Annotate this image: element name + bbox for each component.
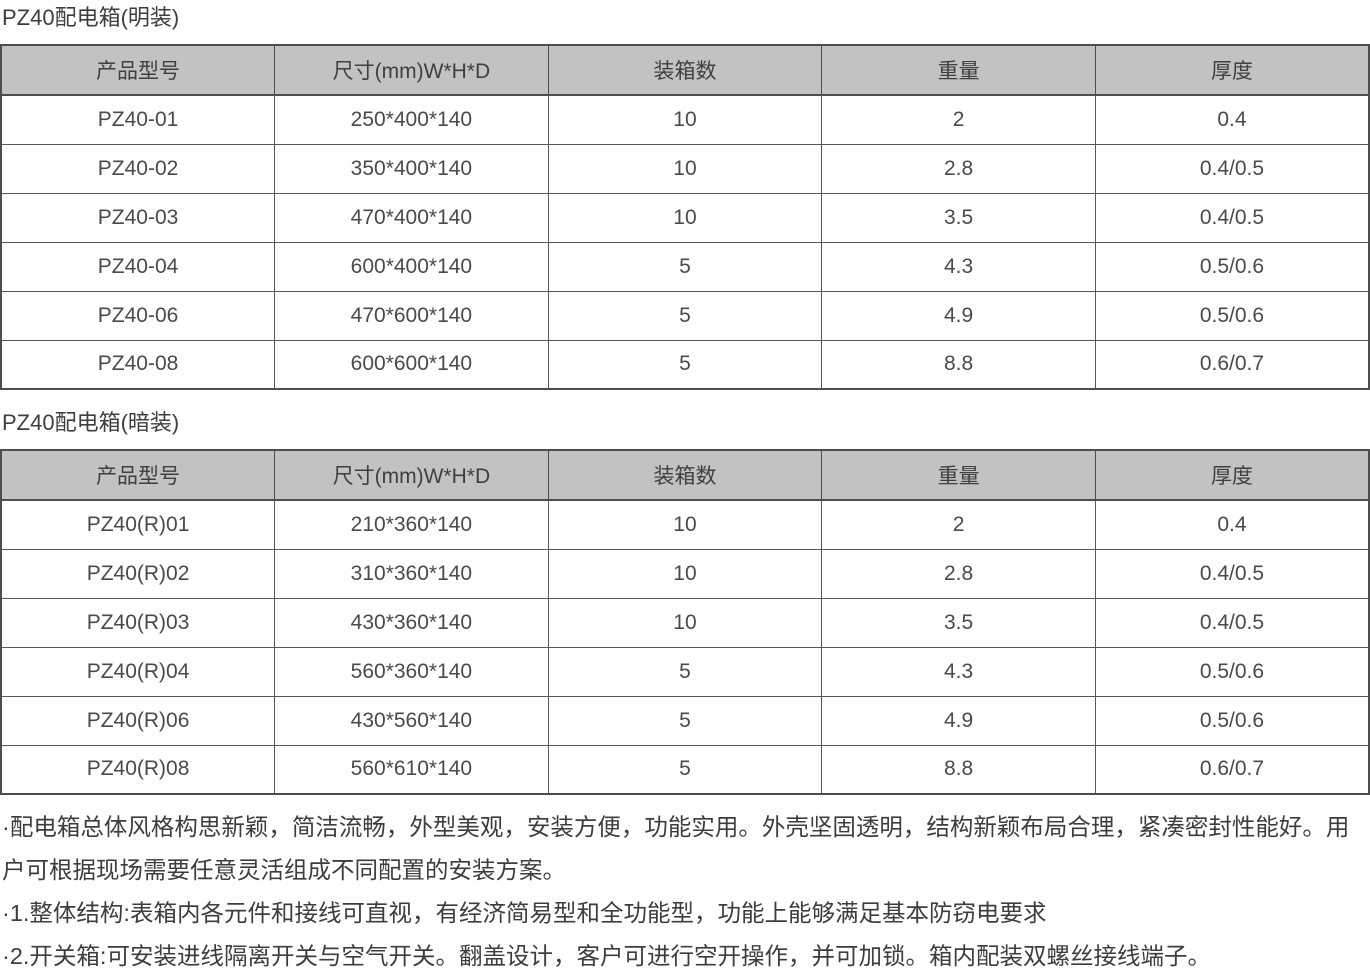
header-row: 产品型号 尺寸(mm)W*H*D 装箱数 重量 厚度 [0, 449, 1370, 501]
thickness-cell: 0.4/0.5 [1094, 192, 1370, 243]
packing-qty-cell: 10 [547, 192, 823, 243]
packing-qty-cell: 5 [547, 695, 823, 746]
model-cell: PZ40-01 [0, 94, 276, 145]
spec-table-surface-mounted: 产品型号 尺寸(mm)W*H*D 装箱数 重量 厚度 PZ40-01 250*4… [0, 44, 1370, 390]
packing-qty-cell: 10 [547, 597, 823, 648]
model-cell: PZ40(R)08 [0, 744, 276, 795]
packing-qty-cell: 5 [547, 646, 823, 697]
weight-cell: 2.8 [821, 548, 1096, 599]
packing-qty-cell: 5 [547, 744, 823, 795]
model-cell: PZ40-03 [0, 192, 276, 243]
header-packing-qty: 装箱数 [547, 449, 823, 501]
thickness-cell: 0.4/0.5 [1094, 548, 1370, 599]
packing-qty-cell: 5 [547, 290, 823, 341]
table-title-flush-mounted: PZ40配电箱(暗装) [2, 410, 180, 435]
model-cell: PZ40(R)03 [0, 597, 276, 648]
header-model: 产品型号 [0, 449, 276, 501]
thickness-cell: 0.4 [1094, 94, 1370, 145]
note-overall-structure: ·1.整体结构:表箱内各元件和接线可直视，有经济简易型和全功能型，功能上能够满足… [2, 900, 1047, 926]
packing-qty-cell: 5 [547, 339, 823, 390]
table-row: PZ40(R)01 210*360*140 10 2 0.4 [0, 499, 1370, 550]
table-row: PZ40(R)06 430*560*140 5 4.9 0.5/0.6 [0, 695, 1370, 746]
size-cell: 600*600*140 [274, 339, 549, 390]
weight-cell: 3.5 [821, 597, 1096, 648]
weight-cell: 2 [821, 499, 1096, 550]
header-thickness: 厚度 [1094, 44, 1370, 96]
packing-qty-cell: 10 [547, 94, 823, 145]
table-row: PZ40(R)02 310*360*140 10 2.8 0.4/0.5 [0, 548, 1370, 599]
table-row: PZ40-01 250*400*140 10 2 0.4 [0, 94, 1370, 145]
header-size: 尺寸(mm)W*H*D [274, 449, 549, 501]
table-row: PZ40(R)03 430*360*140 10 3.5 0.4/0.5 [0, 597, 1370, 648]
model-cell: PZ40-04 [0, 241, 276, 292]
notes-section: ·配电箱总体风格构思新颖，简洁流畅，外型美观，安装方便，功能实用。外壳坚固透明，… [0, 806, 1370, 978]
thickness-cell: 0.5/0.6 [1094, 646, 1370, 697]
thickness-cell: 0.5/0.6 [1094, 695, 1370, 746]
header-weight: 重量 [821, 449, 1096, 501]
header-weight: 重量 [821, 44, 1096, 96]
table-row: PZ40-04 600*400*140 5 4.3 0.5/0.6 [0, 241, 1370, 292]
model-cell: PZ40-08 [0, 339, 276, 390]
model-cell: PZ40(R)02 [0, 548, 276, 599]
thickness-cell: 0.6/0.7 [1094, 744, 1370, 795]
note-switch-box: ·2.开关箱:可安装进线隔离开关与空气开关。翻盖设计，客户可进行空开操作，并可加… [2, 943, 1211, 969]
packing-qty-cell: 10 [547, 499, 823, 550]
size-cell: 560*610*140 [274, 744, 549, 795]
model-cell: PZ40-02 [0, 143, 276, 194]
model-cell: PZ40-06 [0, 290, 276, 341]
weight-cell: 8.8 [821, 339, 1096, 390]
table-row: PZ40-02 350*400*140 10 2.8 0.4/0.5 [0, 143, 1370, 194]
size-cell: 470*400*140 [274, 192, 549, 243]
header-size: 尺寸(mm)W*H*D [274, 44, 549, 96]
size-cell: 430*360*140 [274, 597, 549, 648]
size-cell: 210*360*140 [274, 499, 549, 550]
size-cell: 430*560*140 [274, 695, 549, 746]
model-cell: PZ40(R)04 [0, 646, 276, 697]
note-general-description: ·配电箱总体风格构思新颖，简洁流畅，外型美观，安装方便，功能实用。外壳坚固透明，… [2, 814, 1350, 883]
thickness-cell: 0.4/0.5 [1094, 143, 1370, 194]
header-row: 产品型号 尺寸(mm)W*H*D 装箱数 重量 厚度 [0, 44, 1370, 96]
table-row: PZ40-08 600*600*140 5 8.8 0.6/0.7 [0, 339, 1370, 390]
spec-table-flush-mounted: 产品型号 尺寸(mm)W*H*D 装箱数 重量 厚度 PZ40(R)01 210… [0, 449, 1370, 795]
thickness-cell: 0.4/0.5 [1094, 597, 1370, 648]
size-cell: 470*600*140 [274, 290, 549, 341]
thickness-cell: 0.5/0.6 [1094, 290, 1370, 341]
size-cell: 350*400*140 [274, 143, 549, 194]
weight-cell: 2 [821, 94, 1096, 145]
size-cell: 560*360*140 [274, 646, 549, 697]
weight-cell: 4.9 [821, 695, 1096, 746]
header-thickness: 厚度 [1094, 449, 1370, 501]
model-cell: PZ40(R)06 [0, 695, 276, 746]
weight-cell: 2.8 [821, 143, 1096, 194]
table-row: PZ40-06 470*600*140 5 4.9 0.5/0.6 [0, 290, 1370, 341]
weight-cell: 4.3 [821, 646, 1096, 697]
weight-cell: 3.5 [821, 192, 1096, 243]
packing-qty-cell: 10 [547, 548, 823, 599]
table-row: PZ40(R)04 560*360*140 5 4.3 0.5/0.6 [0, 646, 1370, 697]
weight-cell: 4.9 [821, 290, 1096, 341]
thickness-cell: 0.4 [1094, 499, 1370, 550]
size-cell: 600*400*140 [274, 241, 549, 292]
header-model: 产品型号 [0, 44, 276, 96]
size-cell: 310*360*140 [274, 548, 549, 599]
packing-qty-cell: 5 [547, 241, 823, 292]
thickness-cell: 0.5/0.6 [1094, 241, 1370, 292]
packing-qty-cell: 10 [547, 143, 823, 194]
model-cell: PZ40(R)01 [0, 499, 276, 550]
thickness-cell: 0.6/0.7 [1094, 339, 1370, 390]
table-title-surface-mounted: PZ40配电箱(明装) [2, 5, 180, 30]
size-cell: 250*400*140 [274, 94, 549, 145]
weight-cell: 8.8 [821, 744, 1096, 795]
table-row: PZ40-03 470*400*140 10 3.5 0.4/0.5 [0, 192, 1370, 243]
table-row: PZ40(R)08 560*610*140 5 8.8 0.6/0.7 [0, 744, 1370, 795]
weight-cell: 4.3 [821, 241, 1096, 292]
header-packing-qty: 装箱数 [547, 44, 823, 96]
